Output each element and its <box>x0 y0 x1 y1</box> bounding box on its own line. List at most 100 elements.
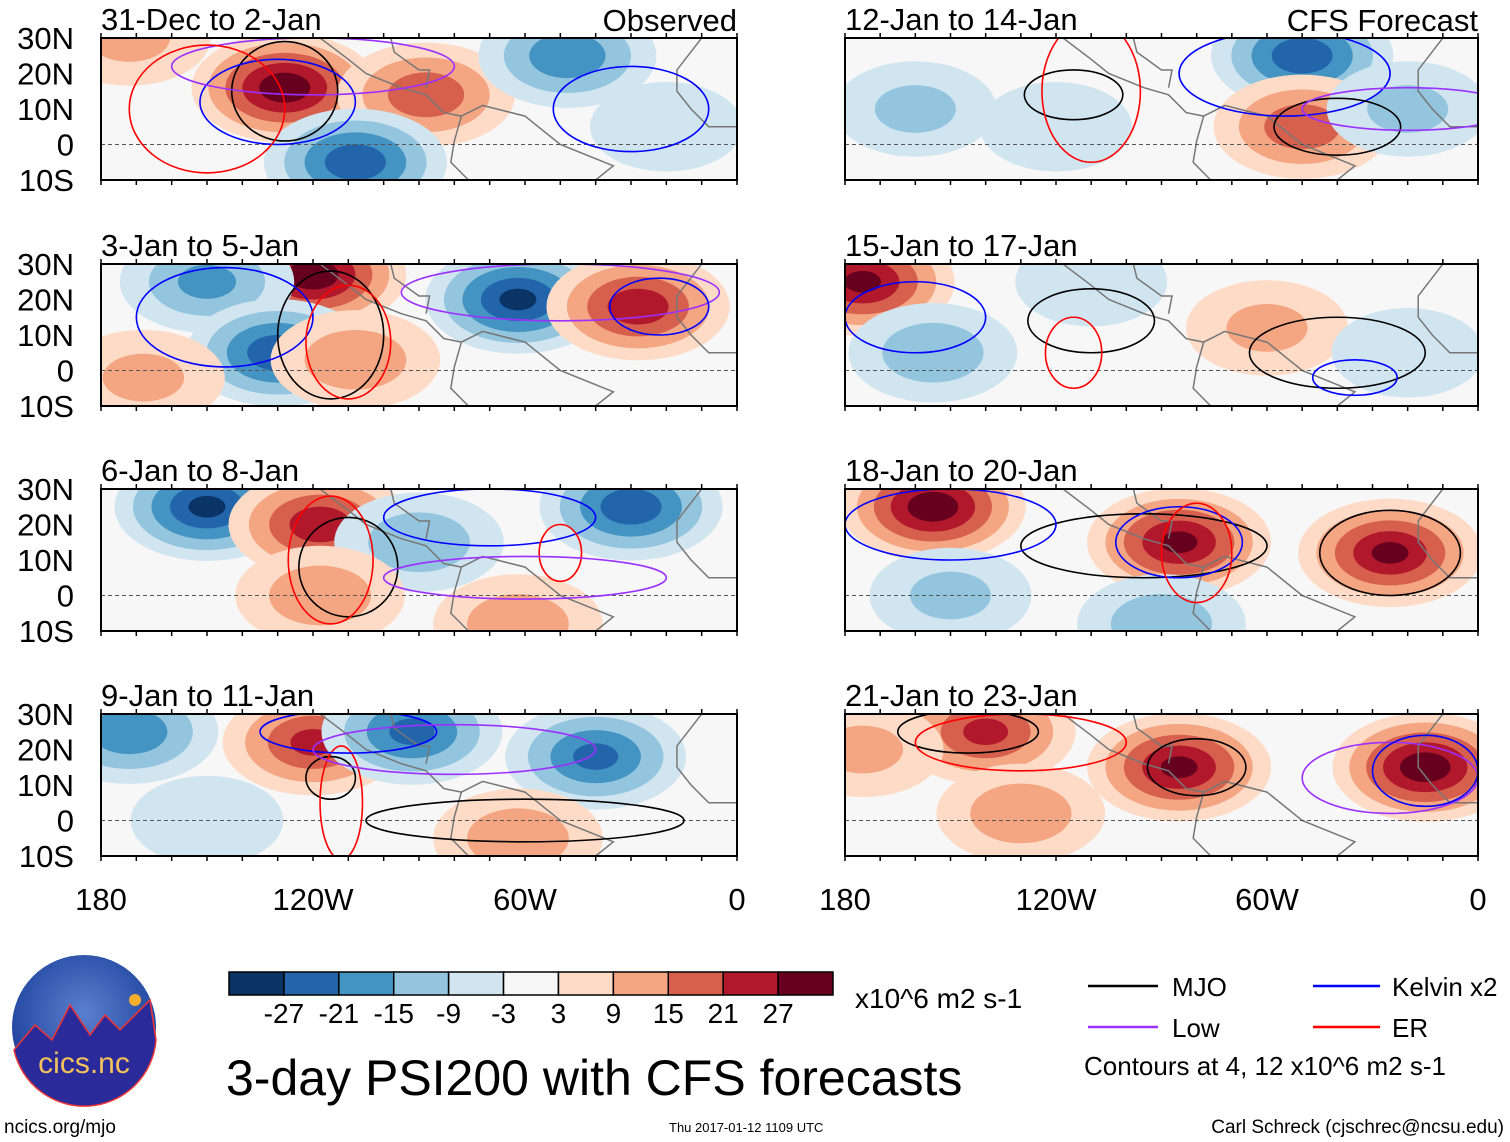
lat-label: 30N <box>17 21 74 56</box>
panel-title: 3-Jan to 5-Jan <box>101 228 299 263</box>
contour-mjo <box>1023 69 1124 121</box>
legend-label-mjo: MJO <box>1172 972 1227 1002</box>
coastline <box>1062 38 1357 180</box>
coastline <box>1417 38 1478 128</box>
negative-anomaly <box>529 38 606 79</box>
coastline <box>319 264 615 406</box>
positive-anomaly <box>1160 531 1198 554</box>
colorbar-tick: 21 <box>708 998 739 1029</box>
contour-er <box>538 523 583 583</box>
contour-low <box>1301 741 1478 815</box>
panel-title: 12-Jan to 14-Jan <box>845 2 1078 37</box>
colorbar-tick: -21 <box>319 998 359 1029</box>
contour-er <box>1044 316 1103 390</box>
contour-mjo <box>230 40 339 142</box>
coastline <box>390 714 431 764</box>
coastline <box>1417 489 1478 579</box>
coastline <box>319 714 615 856</box>
contour-kelvin <box>1371 734 1478 808</box>
colorbar-swatch <box>338 971 395 996</box>
cics-logo: cics.nc <box>12 955 157 1107</box>
positive-anomaly <box>845 270 881 293</box>
negative-anomaly <box>368 512 470 573</box>
credit: Carl Schreck (cjschrec@ncsu.edu) <box>1211 1117 1504 1138</box>
lon-label: 60W <box>493 882 557 917</box>
coastline <box>1062 714 1357 856</box>
positive-anomaly <box>845 725 904 774</box>
lon-label: 180 <box>819 882 871 917</box>
contour-er <box>319 745 364 856</box>
lon-axis-right: 180 120W 60W 0 <box>819 882 1486 917</box>
lat-label: 10S <box>19 614 74 649</box>
lon-label: 0 <box>728 882 745 917</box>
lat-label: 10N <box>17 92 74 127</box>
logo-text: cics.nc <box>38 1047 130 1080</box>
coastline <box>1132 489 1173 539</box>
panel-title: 18-Jan to 20-Jan <box>845 453 1078 488</box>
coastline <box>676 714 737 804</box>
colorbar-tick: -27 <box>264 998 304 1029</box>
lat-label: 20N <box>17 733 74 768</box>
positive-anomaly <box>304 330 407 390</box>
contour-mjo <box>298 516 399 618</box>
positive-anomaly <box>1160 756 1198 779</box>
coastline <box>390 489 431 539</box>
contour-mjo <box>365 798 685 843</box>
lon-label: 120W <box>273 882 355 917</box>
positive-anomaly <box>907 491 959 522</box>
positive-anomaly <box>259 72 311 103</box>
positive-anomaly <box>1399 752 1451 783</box>
coastline <box>1062 264 1357 406</box>
contour-er <box>287 495 374 625</box>
negative-anomaly <box>600 489 662 525</box>
contour-er <box>128 44 286 174</box>
negative-anomaly <box>130 775 284 856</box>
colorbar-swatch <box>612 971 670 996</box>
contour-low <box>382 555 668 600</box>
colorbar-swatch <box>722 971 779 996</box>
figure-title: 3-day PSI200 with CFS forecasts <box>226 1050 962 1106</box>
coastline <box>676 264 737 354</box>
lat-label: 10S <box>19 163 74 198</box>
lat-label: 10S <box>19 389 74 424</box>
lat-label: 10N <box>17 318 74 353</box>
lon-axis-left: 180 120W 60W 0 <box>75 882 745 917</box>
lat-label: 10N <box>17 543 74 578</box>
lat-label: 30N <box>17 472 74 507</box>
coastline <box>319 489 615 631</box>
coastline <box>1132 714 1173 764</box>
colorbar-tick: 15 <box>653 998 684 1029</box>
lat-label: 30N <box>17 697 74 732</box>
contour-mjo <box>1146 738 1247 797</box>
lat-label: 10N <box>17 768 74 803</box>
colorbar-tick: 3 <box>551 998 567 1029</box>
map-panel: 15-Jan to 17-Jan <box>844 228 1479 411</box>
contour-kelvin <box>1311 359 1398 397</box>
contour-note: Contours at 4, 12 x10^6 m2 s-1 <box>1084 1051 1446 1081</box>
positive-anomaly <box>467 808 569 856</box>
panel-title: 6-Jan to 8-Jan <box>101 453 299 488</box>
contour-mjo <box>1248 316 1427 390</box>
negative-anomaly <box>1015 264 1168 327</box>
positive-anomaly <box>970 783 1072 844</box>
forecast-label: CFS Forecast <box>1287 3 1479 38</box>
contour-kelvin <box>845 489 1057 561</box>
lat-label: 0 <box>57 128 74 163</box>
negative-anomaly <box>1110 594 1213 631</box>
negative-anomaly <box>882 322 984 383</box>
lat-label: 10S <box>19 839 74 874</box>
map-panel: 12-Jan to 14-Jan <box>844 2 1479 185</box>
contour-kelvin <box>1178 38 1391 117</box>
coastline <box>390 38 431 88</box>
lat-label: 0 <box>57 354 74 389</box>
negative-anomaly <box>101 714 168 755</box>
contour-er <box>1160 502 1233 604</box>
contour-mjo <box>1273 97 1402 156</box>
source-link[interactable]: ncics.org/mjo <box>4 1117 116 1138</box>
colorbar-tick: -9 <box>436 998 461 1029</box>
colorbar-units: x10^6 m2 s-1 <box>855 983 1022 1014</box>
positive-anomaly <box>1226 304 1308 352</box>
positive-anomaly <box>1371 542 1409 564</box>
